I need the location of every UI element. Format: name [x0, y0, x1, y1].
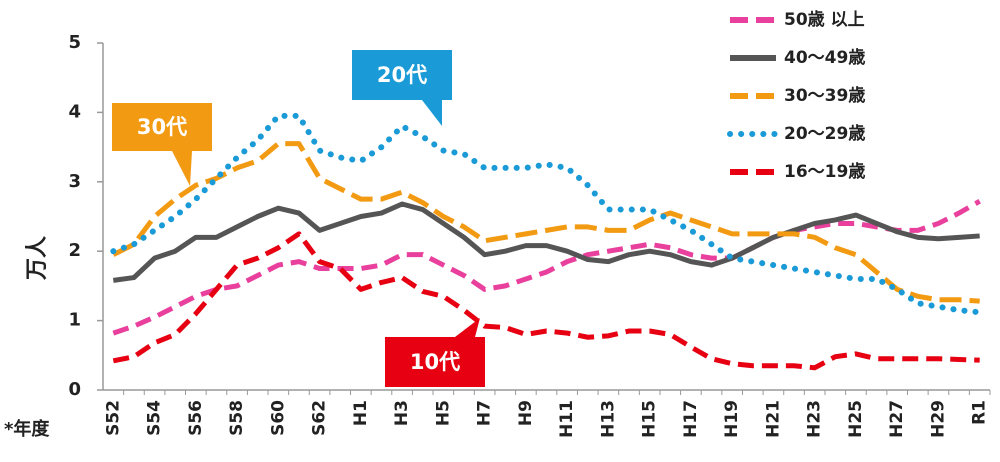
x-tick-label: S56	[186, 400, 206, 436]
y-tick-label: 2	[68, 240, 81, 261]
callout-tail	[172, 151, 192, 186]
x-tick-label: H29	[928, 400, 948, 438]
callout-box	[112, 103, 212, 151]
legend-label: 16～19歳	[784, 161, 865, 182]
x-tick-label: H27	[887, 400, 907, 438]
y-tick-label: 4	[68, 101, 81, 122]
x-axis-label: *年度	[4, 418, 50, 440]
legend-label: 50歳 以上	[784, 9, 865, 30]
callout-text: 20代	[377, 63, 427, 87]
series-line	[112, 141, 980, 304]
callout-box	[385, 337, 485, 387]
x-tick-label: H7	[475, 400, 495, 426]
legend-label: 20～29歳	[784, 123, 865, 144]
series-line	[112, 199, 981, 336]
x-tick-label: S54	[145, 400, 165, 436]
x-tick-label: S58	[227, 400, 247, 436]
y-tick-label: 0	[68, 379, 81, 400]
x-tick-label: H17	[681, 400, 701, 438]
legend-label: 40～49歳	[784, 47, 865, 68]
y-tick-label: 1	[68, 310, 81, 331]
callout-box	[352, 50, 452, 100]
x-tick-label: H13	[598, 400, 618, 438]
x-tick-label: H21	[763, 400, 783, 438]
callout-text: 10代	[410, 350, 460, 374]
x-tick-label: H15	[640, 400, 660, 438]
x-tick-label: H11	[557, 400, 577, 438]
x-tick-label: H5	[433, 400, 453, 426]
series-line	[112, 201, 980, 283]
x-tick-label: H19	[722, 400, 742, 438]
y-tick-label: 3	[68, 171, 81, 192]
x-tick-label: H25	[846, 400, 866, 438]
x-tick-label: H23	[805, 400, 825, 438]
x-tick-label: H9	[516, 400, 536, 426]
y-tick-label: 5	[68, 32, 81, 53]
x-tick-label: H3	[392, 400, 412, 426]
callout-text: 30代	[137, 115, 187, 139]
x-tick-label: S62	[310, 400, 330, 436]
legend-label: 30～39歳	[784, 85, 865, 106]
series-line	[112, 231, 980, 371]
x-tick-label: H1	[351, 400, 371, 426]
callout-tail	[422, 100, 442, 126]
x-tick-label: R1	[970, 400, 990, 425]
x-tick-label: S60	[268, 400, 288, 436]
y-axis-label: 万人	[25, 236, 50, 281]
x-tick-label: S52	[103, 400, 123, 436]
callout-tail	[455, 318, 480, 337]
